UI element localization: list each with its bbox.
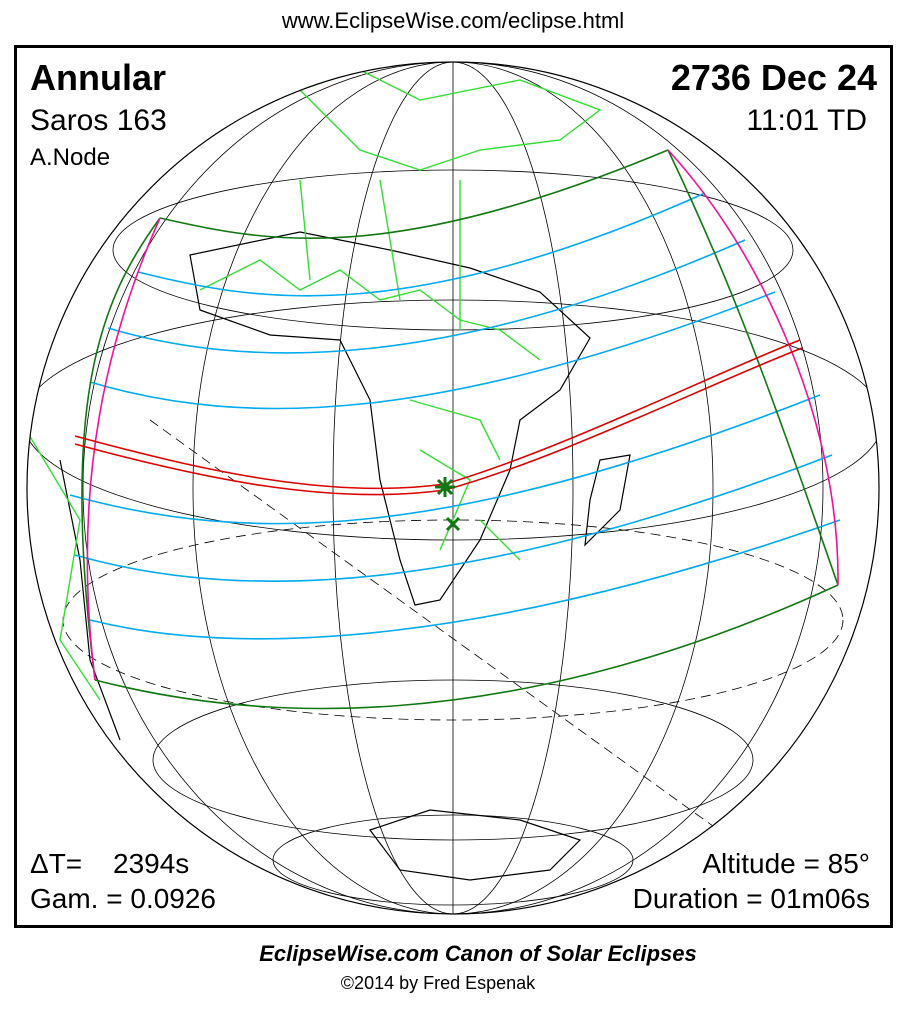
saros: Saros 163: [30, 104, 167, 137]
markers: [435, 477, 461, 532]
globe-content: [27, 62, 879, 914]
footer-credit: ©2014 by Fred Espenak: [341, 973, 536, 993]
frame: [14, 45, 893, 928]
duration: Duration = 01m06s: [633, 883, 870, 914]
footer-title: EclipseWise.com Canon of Solar Eclipses: [259, 941, 697, 966]
time: 11:01 TD: [746, 104, 867, 137]
date: 2736 Dec 24: [671, 57, 877, 98]
limits: [81, 149, 839, 710]
contour-lines: [69, 192, 841, 640]
coastlines: [59, 231, 631, 881]
globe-outline: [26, 61, 880, 915]
rise-set-curves: [86, 149, 839, 681]
delta-t: 2394s: [113, 848, 189, 879]
altitude: Altitude = 85°: [702, 848, 870, 879]
node: A.Node: [30, 144, 110, 171]
eclipse-type: Annular: [30, 57, 166, 98]
gamma: Gam. = 0.0926: [30, 883, 216, 914]
url: www.EclipseWise.com/eclipse.html: [281, 8, 624, 33]
borders: [27, 69, 602, 701]
central-path: [74, 339, 803, 496]
delta-t-label: ΔT=: [30, 848, 82, 879]
